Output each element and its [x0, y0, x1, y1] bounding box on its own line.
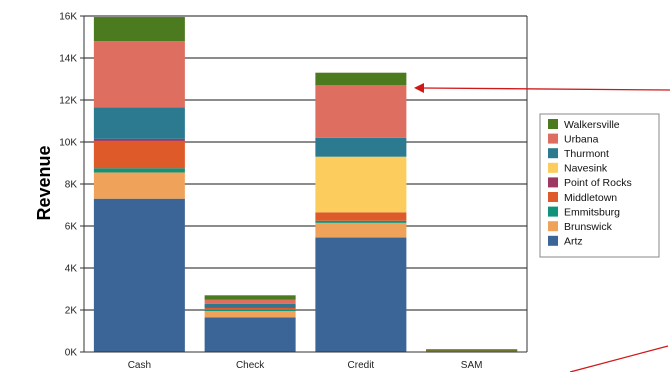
bar-segment — [204, 317, 296, 352]
axis-layer: 0K 2K 4K 6K 8K 10K 12K 14K 16K Cash Check Credit SAM — [59, 12, 528, 371]
bar-segment — [204, 311, 296, 318]
bar-segment — [93, 172, 185, 199]
legend-label: Middletown — [564, 192, 617, 204]
x-tick-label: Check — [236, 360, 265, 371]
annotation-line — [569, 345, 669, 372]
y-tick-label: 6K — [65, 222, 78, 233]
bar-segment — [426, 349, 518, 351]
bar-segment — [204, 309, 296, 312]
y-tick-label: 0K — [65, 348, 78, 359]
legend-label: Walkersville — [564, 119, 620, 131]
bars-layer — [93, 17, 518, 352]
y-tick-label: 8K — [65, 180, 78, 191]
bar-segment — [93, 41, 185, 108]
bar-segment — [93, 198, 185, 352]
bar-segment — [315, 85, 407, 138]
annotation-arrow — [414, 83, 670, 94]
legend-label: Artz — [564, 236, 583, 248]
bar-segment — [315, 237, 407, 352]
bar-segment — [93, 168, 185, 173]
bar-segment — [204, 303, 296, 307]
legend-frame — [539, 113, 660, 258]
bar-segment — [315, 222, 407, 238]
legend-swatch — [548, 162, 558, 173]
y-tick-label: 10K — [59, 138, 77, 149]
bar-segment — [315, 220, 407, 223]
legend-label: Thurmont — [564, 148, 609, 160]
legend-swatch — [548, 206, 558, 217]
bar-segment — [204, 306, 296, 308]
y-tick-label: 12K — [59, 96, 77, 107]
legend-label: Urbana — [564, 133, 599, 145]
y-axis-title: Revenue — [34, 145, 54, 220]
bar-segment — [93, 140, 185, 169]
legend-label: Emmitsburg — [564, 206, 620, 218]
bar-segment — [93, 138, 185, 141]
bar-segment — [315, 212, 407, 221]
bar-segment — [315, 137, 407, 157]
x-tick-label: Cash — [128, 360, 151, 371]
bar-segment — [315, 72, 407, 86]
y-tick-label: 14K — [59, 54, 77, 65]
legend-label: Navesink — [564, 163, 608, 175]
bar-segment — [315, 156, 407, 213]
bar-segment — [204, 299, 296, 304]
legend-swatch — [548, 133, 558, 144]
legend-label: Point of Rocks — [564, 177, 632, 189]
legend-swatch — [548, 221, 558, 232]
legend: Walkersville Urbana Thurmont Navesink Point … — [539, 113, 660, 258]
bar-segment — [204, 295, 296, 300]
bar-segment — [93, 17, 185, 42]
y-tick-label: 4K — [65, 264, 78, 275]
legend-swatch — [548, 235, 558, 246]
y-tick-label: 16K — [59, 12, 77, 23]
legend-swatch — [548, 119, 558, 129]
y-tick-label: 2K — [65, 306, 78, 317]
x-tick-label: SAM — [461, 360, 483, 371]
x-tick-label: Credit — [348, 360, 375, 371]
legend-swatch — [548, 148, 558, 159]
legend-label: Brunswick — [564, 221, 613, 233]
legend-swatch — [548, 192, 558, 202]
annotation-layer — [414, 83, 670, 372]
legend-swatch — [548, 177, 558, 188]
bar-segment — [93, 107, 185, 139]
bar-segment — [204, 307, 296, 310]
